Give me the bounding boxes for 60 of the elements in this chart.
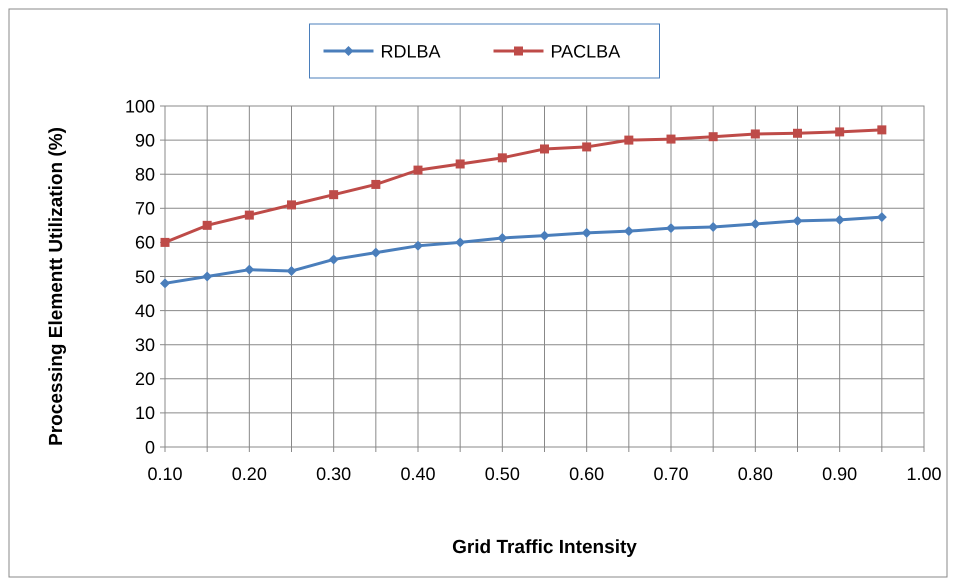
- x-tick-label: 0.70: [653, 464, 689, 484]
- point: [244, 264, 254, 275]
- x-tick-label: 0.90: [822, 464, 858, 484]
- point: [876, 212, 887, 222]
- y-tick-label: 20: [134, 369, 155, 390]
- point: [456, 159, 465, 168]
- y-tick-label: 70: [134, 198, 155, 219]
- point: [834, 214, 845, 225]
- point: [540, 144, 549, 154]
- legend-label: RDLBA: [380, 41, 441, 62]
- point: [329, 190, 338, 200]
- x-tick-label: 0.50: [484, 464, 520, 484]
- y-tick-label: 0: [144, 437, 155, 458]
- x-tick-label: 0.40: [400, 464, 436, 484]
- x-axis-title: Grid Traffic Intensity: [452, 537, 638, 558]
- y-axis-title: Processing Elementt Utilization (%): [46, 127, 67, 446]
- y-tick-label: 90: [134, 130, 155, 150]
- point: [202, 272, 212, 282]
- point: [202, 220, 212, 230]
- point: [370, 248, 381, 258]
- point: [414, 166, 422, 175]
- y-tick-label: 10: [134, 403, 155, 424]
- point: [582, 142, 592, 152]
- point: [750, 129, 760, 138]
- point: [286, 266, 296, 276]
- point: [624, 226, 634, 236]
- point: [287, 200, 296, 210]
- point: [498, 153, 507, 162]
- x-tick-label: 0.60: [569, 464, 604, 484]
- point: [793, 128, 802, 138]
- y-tick-label: 80: [134, 164, 155, 184]
- point: [540, 230, 550, 241]
- point: [497, 232, 508, 243]
- point: [708, 132, 718, 142]
- y-tick-label: 50: [134, 266, 155, 287]
- point: [244, 210, 254, 220]
- point: [328, 254, 339, 264]
- point: [624, 136, 634, 145]
- x-tick-label: 0.10: [147, 464, 183, 484]
- point: [413, 240, 423, 251]
- point: [877, 125, 886, 134]
- point: [708, 222, 718, 232]
- point: [582, 228, 592, 238]
- point: [160, 278, 170, 288]
- point: [835, 127, 844, 136]
- y-tick-label: 100: [124, 96, 155, 116]
- point: [792, 216, 802, 226]
- point: [455, 237, 466, 248]
- point: [666, 223, 676, 234]
- x-tick-label: 0.80: [738, 464, 773, 484]
- y-tick-label: 60: [134, 232, 155, 253]
- x-tick-label: 0.30: [316, 464, 352, 484]
- x-tick-label: 1.00: [906, 464, 942, 484]
- point: [750, 218, 760, 229]
- point: [666, 134, 676, 144]
- x-tick-label: 0.20: [232, 464, 267, 484]
- legend-label: PACLBA: [550, 41, 620, 62]
- y-tick-label: 40: [134, 300, 155, 321]
- point: [371, 180, 380, 189]
- y-tick-label: 30: [134, 335, 155, 355]
